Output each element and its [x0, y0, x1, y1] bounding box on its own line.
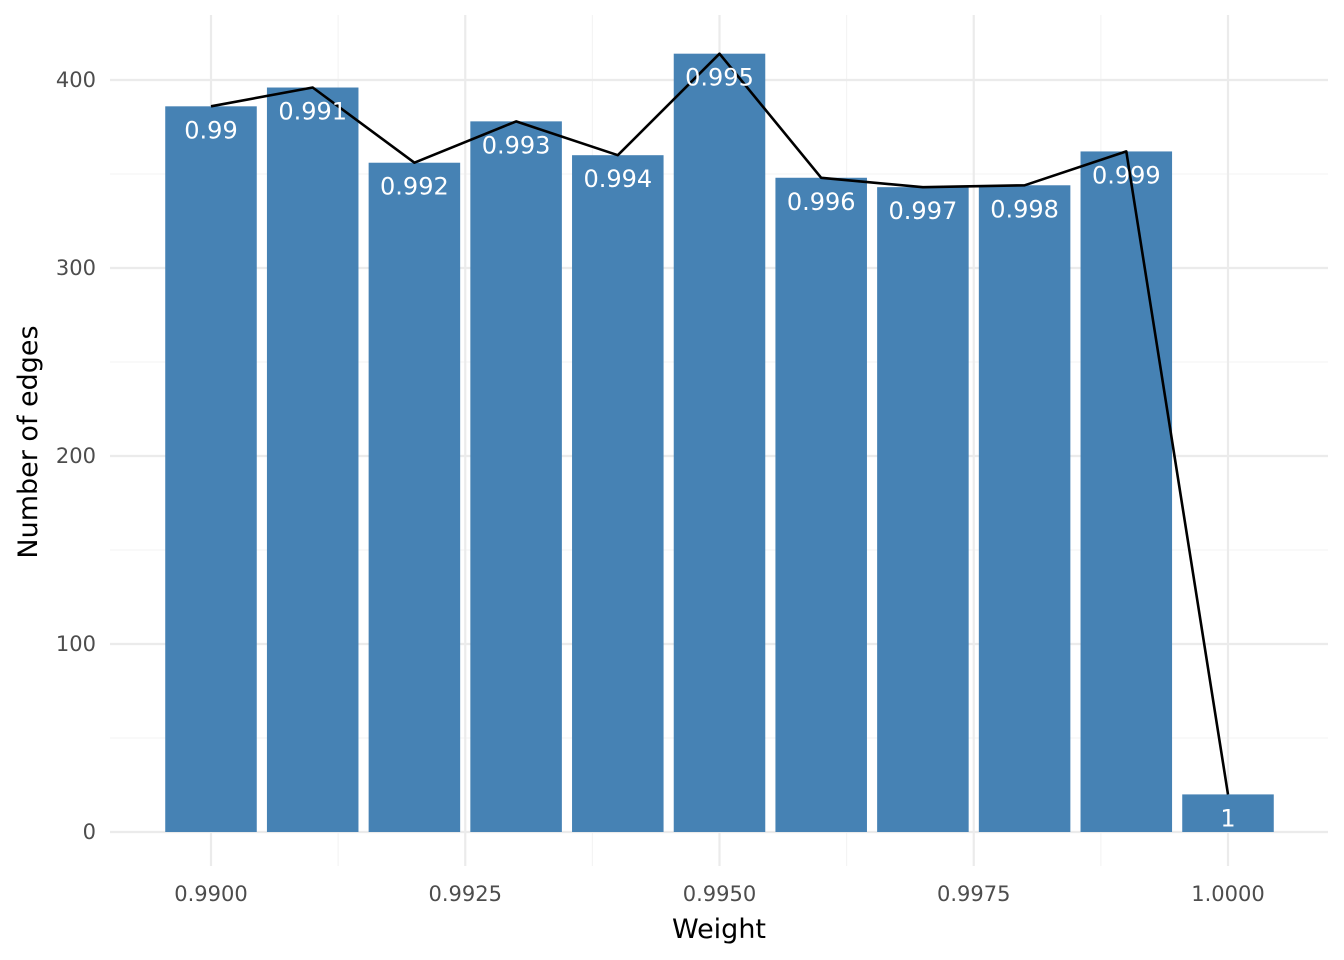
bar — [1182, 794, 1274, 832]
y-tick-label: 300 — [56, 256, 96, 280]
bar-value-label: 0.996 — [787, 188, 856, 216]
x-axis-title: Weight — [672, 914, 766, 945]
bar — [368, 162, 461, 833]
bar — [470, 121, 562, 833]
bar-value-label: 0.998 — [990, 195, 1059, 223]
bar — [1080, 151, 1173, 832]
bar — [673, 53, 766, 833]
bar-value-label: 0.993 — [482, 131, 551, 159]
trend-line — [210, 52, 1230, 795]
y-tick-label: 0 — [83, 820, 96, 844]
bar — [572, 155, 664, 832]
bar-value-label: 0.991 — [278, 98, 347, 126]
bar-value-label: 0.992 — [380, 173, 449, 201]
y-axis-ticks: 0 100 200 300 400 — [56, 68, 96, 844]
trend-line-group — [210, 52, 1230, 795]
bar-labels-group: 0.99 0.991 0.992 0.993 0.994 0.995 0.996 0.997 0… — [184, 64, 1235, 833]
bar — [266, 87, 359, 832]
x-tick-label: 1.0000 — [1191, 882, 1264, 906]
y-axis-title: Number of edges — [13, 325, 44, 558]
bars-group — [165, 53, 1274, 833]
bar — [775, 177, 867, 832]
y-tick-label: 100 — [56, 632, 96, 656]
bar-value-label: 0.994 — [583, 165, 652, 193]
bar — [877, 187, 969, 832]
bar — [978, 185, 1071, 832]
y-tick-label: 200 — [56, 444, 96, 468]
bar-value-label: 0.99 — [184, 116, 237, 144]
bar-value-label: 0.999 — [1092, 161, 1161, 189]
x-tick-label: 0.9975 — [937, 882, 1010, 906]
y-tick-label: 400 — [56, 68, 96, 92]
bar-value-label: 1 — [1220, 804, 1235, 832]
bar-value-label: 0.995 — [685, 64, 754, 92]
x-tick-label: 0.9950 — [683, 882, 756, 906]
x-tick-label: 0.9900 — [174, 882, 247, 906]
x-axis-ticks: 0.9900 0.9925 0.9950 0.9975 1.0000 — [174, 882, 1264, 906]
bar-value-label: 0.997 — [889, 197, 958, 225]
bar — [165, 106, 257, 832]
x-tick-label: 0.9925 — [429, 882, 502, 906]
